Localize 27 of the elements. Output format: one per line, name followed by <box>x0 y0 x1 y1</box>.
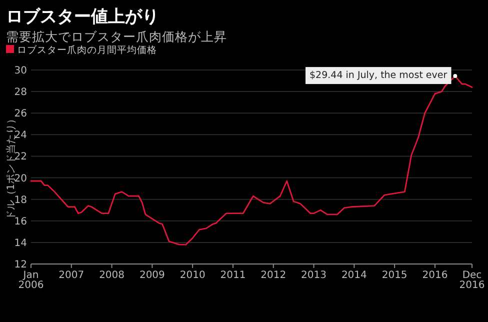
annotation: $29.44 in July, the most ever <box>306 67 452 84</box>
y-tick-label: 26 <box>14 108 27 120</box>
x-tick-label: 2016 <box>422 270 448 281</box>
x-tick-label: 2008 <box>99 270 125 281</box>
y-tick-label: 22 <box>14 152 27 163</box>
y-tick-label: 16 <box>14 216 27 228</box>
x-tick-label: 2013 <box>301 270 327 281</box>
title: ロブスター値上がり <box>6 7 159 27</box>
x-tick-label: 2012 <box>260 270 286 281</box>
y-tick-label: 24 <box>14 130 27 142</box>
subtitle: 需要拡大でロブスター爪肉価格が上昇 <box>6 29 227 44</box>
annotation: $29.44 in July, the most ever <box>310 70 448 82</box>
x-tick-label: 2015 <box>382 270 408 281</box>
y-tick-label: 18 <box>14 194 27 206</box>
x-tick-label: 2007 <box>58 270 84 281</box>
x-tick-label: 2010 <box>180 270 206 281</box>
y-tick-label: 12 <box>14 260 27 270</box>
y-tick-label: 14 <box>14 238 27 249</box>
y-tick-label: 20 <box>14 173 27 184</box>
y-tick-label: 28 <box>14 87 27 98</box>
y-tick-label: 30 <box>14 66 27 76</box>
x-tick-label: 2014 <box>341 270 367 281</box>
x-tick-label: 2009 <box>139 270 165 281</box>
legend-label: ロブスター爪肉の月間平均価格 <box>17 44 157 56</box>
x-tick-label: Dec 2016 <box>459 270 485 291</box>
x-tick-label: Jan 2006 <box>18 270 44 291</box>
x-tick-label: 2011 <box>220 270 246 281</box>
